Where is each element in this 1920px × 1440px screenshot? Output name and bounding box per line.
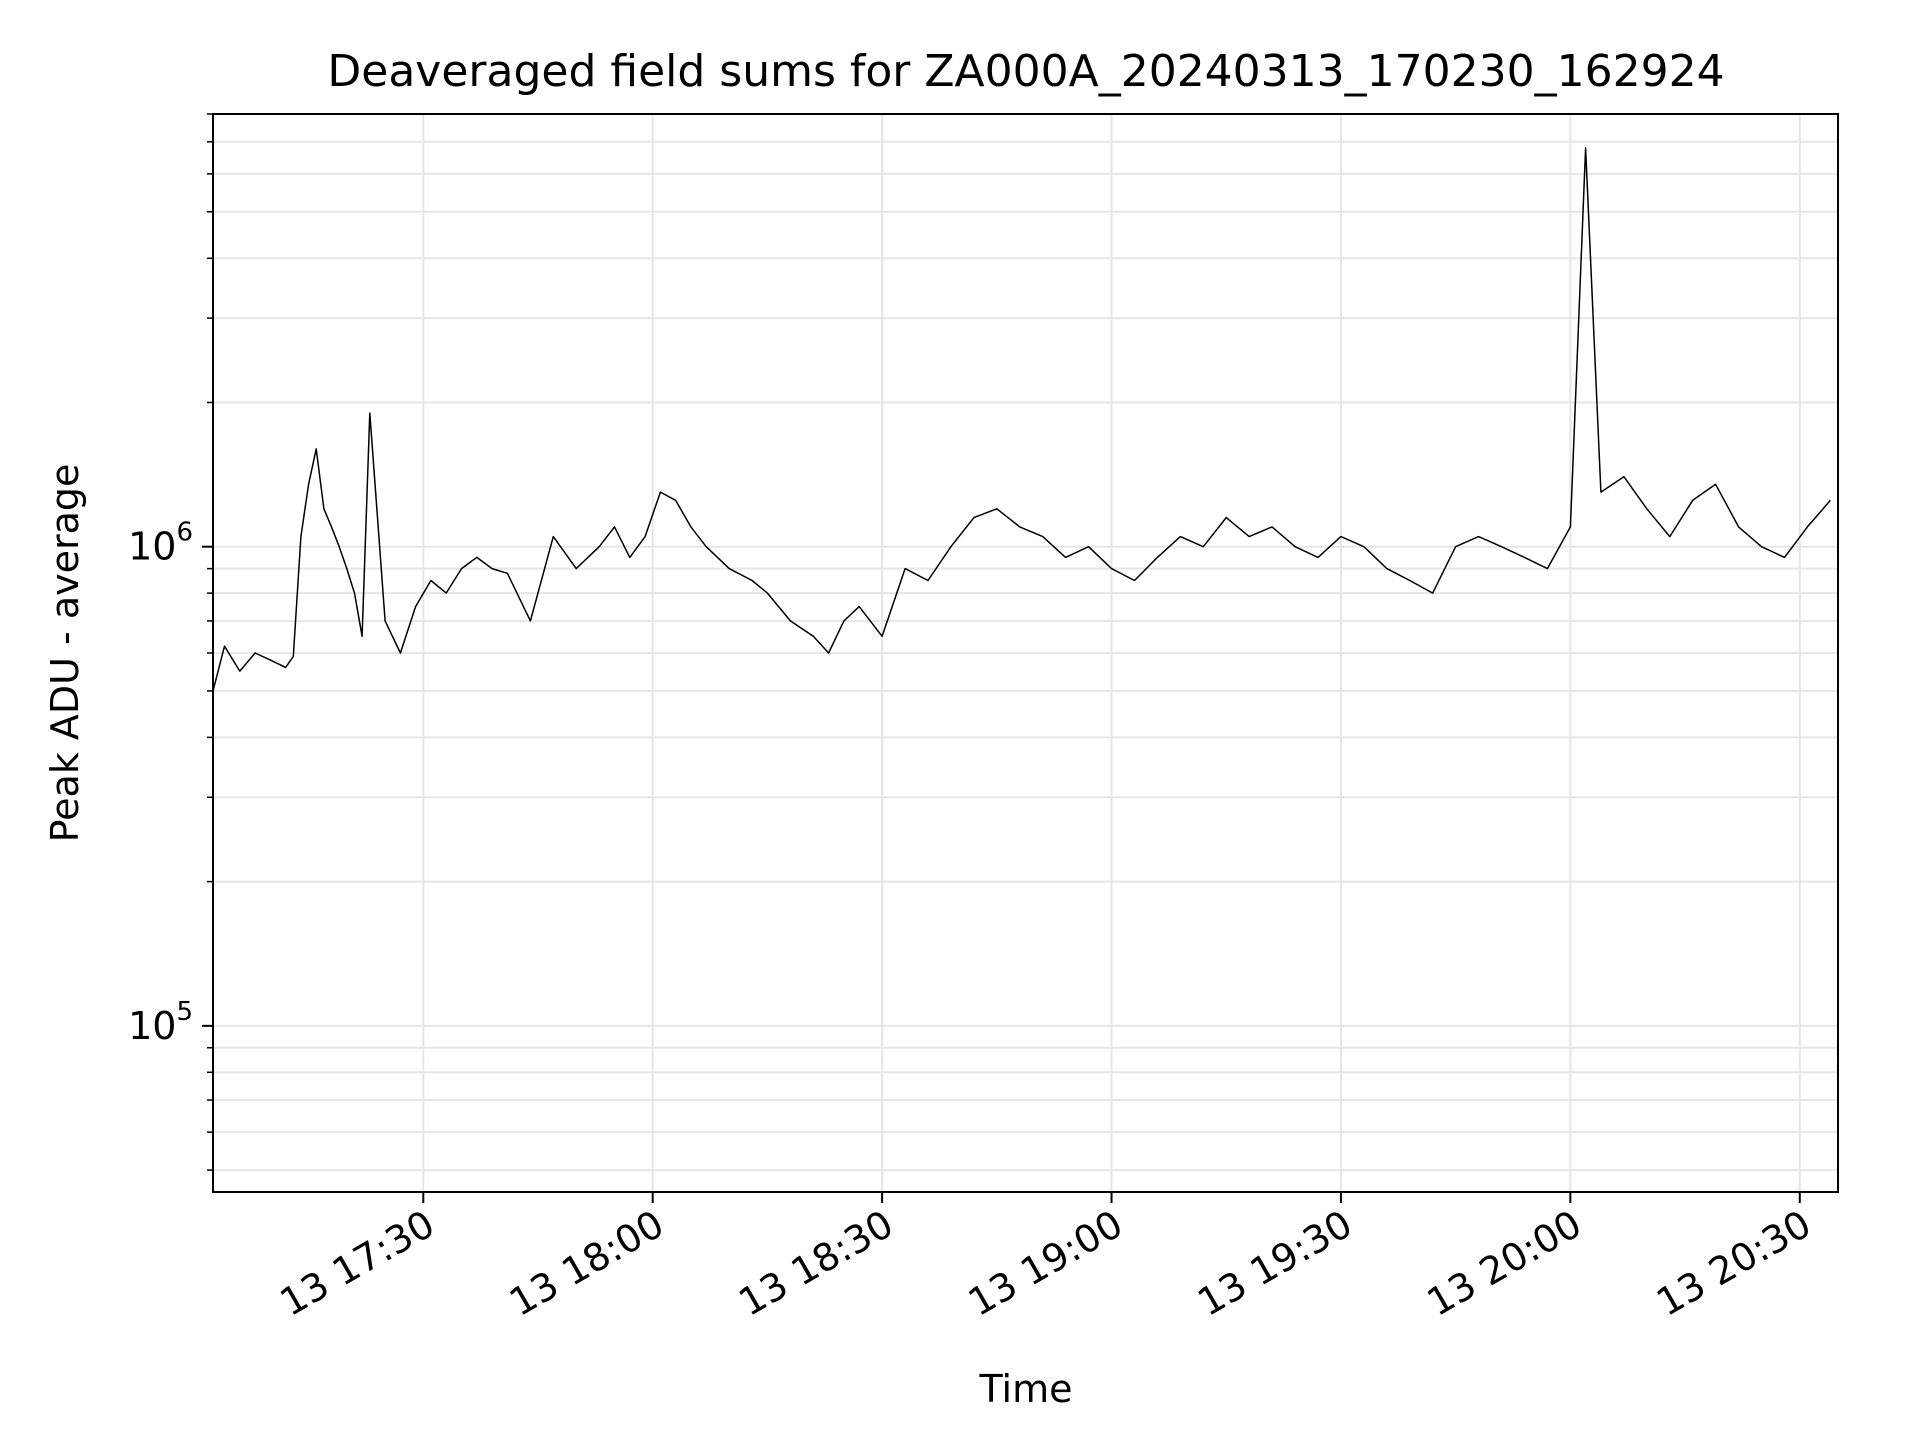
y-tick-base: 10	[128, 1004, 176, 1048]
y-tick-label: 105	[128, 997, 193, 1048]
series-layer	[212, 147, 1831, 692]
y-tick-exponent: 6	[176, 518, 193, 548]
y-tick-exponent: 5	[176, 997, 193, 1027]
x-axis-label: Time	[979, 1367, 1073, 1411]
y-axis-label: Peak ADU - average	[43, 464, 87, 843]
y-tick-label: 106	[128, 518, 193, 569]
tick-marks	[202, 113, 1801, 1203]
y-tick-base: 10	[128, 525, 176, 569]
series-line	[212, 147, 1831, 692]
major-gridlines	[213, 114, 1838, 1192]
minor-gridlines	[213, 113, 1838, 1172]
chart-title: Deaveraged field sums for ZA000A_2024031…	[327, 46, 1724, 97]
